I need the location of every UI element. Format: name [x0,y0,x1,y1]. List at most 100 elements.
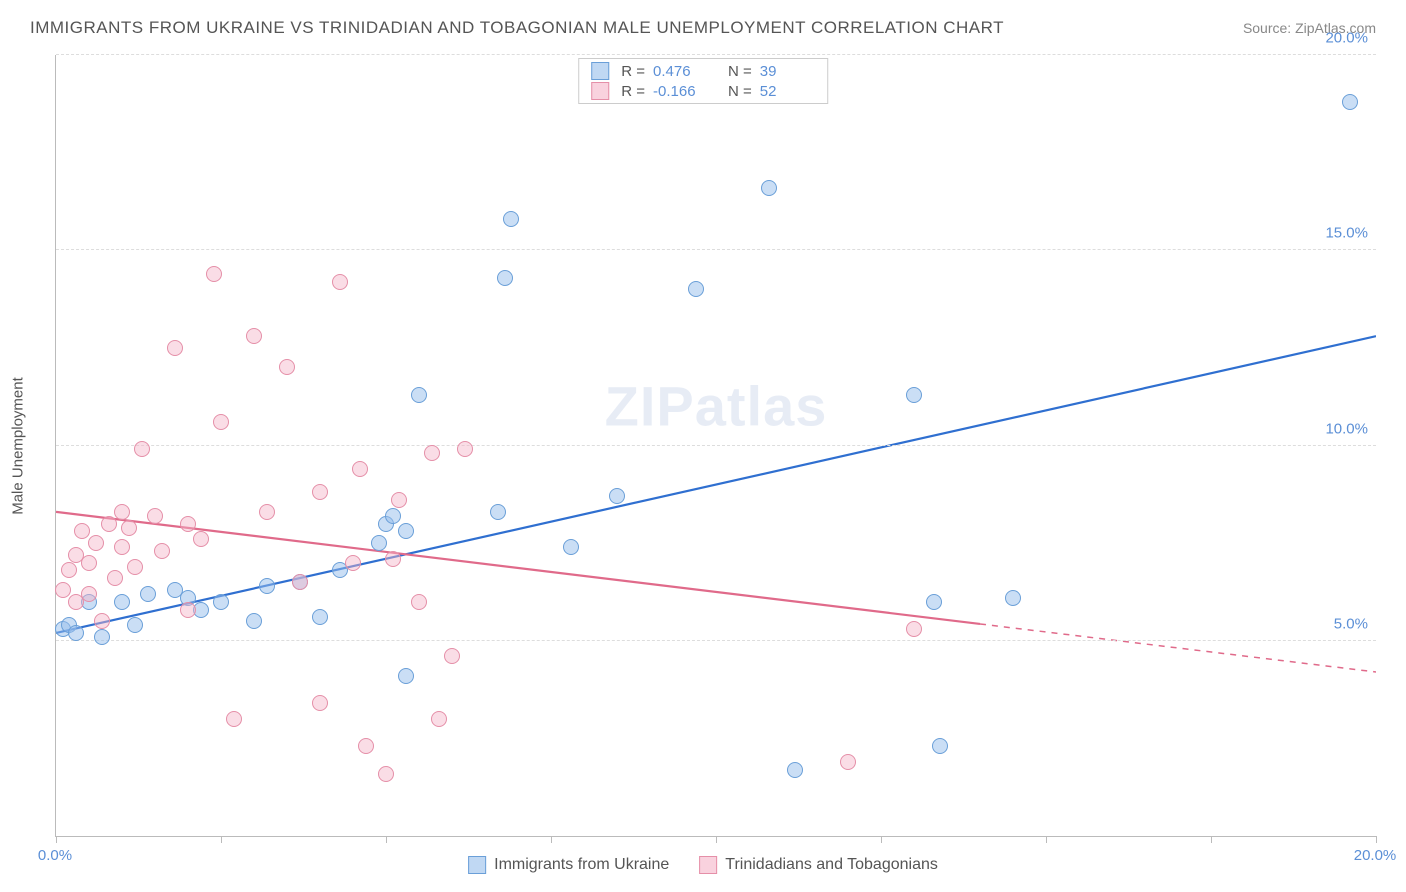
source-prefix: Source: [1243,20,1295,36]
chart-plot-area: ZIPatlas 5.0%10.0%15.0%20.0% [55,55,1376,837]
data-point-trinidad [107,570,123,586]
data-point-ukraine [688,281,704,297]
data-point-trinidad [279,359,295,375]
data-point-trinidad [213,414,229,430]
data-point-trinidad [431,711,447,727]
data-point-trinidad [55,582,71,598]
series-legend: Immigrants from Ukraine Trinidadians and… [468,856,938,874]
r-label: R = [621,83,645,100]
data-point-trinidad [246,328,262,344]
gridline [56,54,1376,55]
y-tick-label: 15.0% [1325,225,1368,242]
x-tick-label: 0.0% [38,847,72,864]
data-point-trinidad [101,516,117,532]
data-point-trinidad [411,594,427,610]
swatch-pink [591,82,609,100]
data-point-trinidad [345,555,361,571]
data-point-trinidad [292,574,308,590]
n-value-trinidad: 52 [760,83,815,100]
data-point-trinidad [74,523,90,539]
data-point-trinidad [226,711,242,727]
data-point-ukraine [563,539,579,555]
data-point-trinidad [206,266,222,282]
data-point-trinidad [88,535,104,551]
data-point-ukraine [127,617,143,633]
data-point-trinidad [147,508,163,524]
n-value-ukraine: 39 [760,63,815,80]
x-tick [1211,836,1212,843]
x-tick [1046,836,1047,843]
y-tick-label: 5.0% [1334,615,1368,632]
data-point-trinidad [81,586,97,602]
data-point-trinidad [94,613,110,629]
data-point-trinidad [167,340,183,356]
data-point-trinidad [385,551,401,567]
data-point-ukraine [906,387,922,403]
data-point-ukraine [1342,94,1358,110]
data-point-ukraine [497,270,513,286]
regression-line-ukraine [56,336,1376,633]
data-point-ukraine [609,488,625,504]
data-point-ukraine [140,586,156,602]
x-tick [56,836,57,843]
swatch-pink [699,856,717,874]
data-point-trinidad [391,492,407,508]
watermark: ZIPatlas [605,374,828,439]
data-point-trinidad [81,555,97,571]
data-point-trinidad [154,543,170,559]
swatch-blue [468,856,486,874]
data-point-ukraine [246,613,262,629]
x-tick [221,836,222,843]
data-point-trinidad [193,531,209,547]
x-tick [881,836,882,843]
x-tick [551,836,552,843]
data-point-trinidad [312,484,328,500]
data-point-ukraine [259,578,275,594]
x-tick [1376,836,1377,843]
legend-item-ukraine: Immigrants from Ukraine [468,856,669,874]
regression-lines-layer [56,55,1376,836]
r-value-trinidad: -0.166 [653,83,708,100]
data-point-trinidad [906,621,922,637]
data-point-ukraine [94,629,110,645]
data-point-ukraine [787,762,803,778]
swatch-blue [591,62,609,80]
x-tick [716,836,717,843]
data-point-trinidad [114,539,130,555]
gridline [56,445,1376,446]
data-point-ukraine [411,387,427,403]
data-point-trinidad [312,695,328,711]
data-point-trinidad [114,504,130,520]
gridline [56,249,1376,250]
r-label: R = [621,63,645,80]
data-point-ukraine [312,609,328,625]
data-point-ukraine [503,211,519,227]
data-point-trinidad [444,648,460,664]
data-point-ukraine [398,668,414,684]
data-point-ukraine [68,625,84,641]
data-point-ukraine [371,535,387,551]
data-point-trinidad [352,461,368,477]
data-point-trinidad [358,738,374,754]
legend-label-ukraine: Immigrants from Ukraine [494,856,669,874]
stats-row-trinidad: R = -0.166 N = 52 [579,81,827,101]
data-point-trinidad [378,766,394,782]
data-point-trinidad [127,559,143,575]
data-point-trinidad [332,274,348,290]
gridline [56,640,1376,641]
regression-line-trinidad-extrapolated [980,624,1376,672]
data-point-ukraine [761,180,777,196]
data-point-ukraine [213,594,229,610]
y-tick-label: 10.0% [1325,420,1368,437]
data-point-ukraine [1005,590,1021,606]
n-label: N = [728,63,752,80]
stats-row-ukraine: R = 0.476 N = 39 [579,61,827,81]
data-point-trinidad [457,441,473,457]
n-label: N = [728,83,752,100]
data-point-ukraine [398,523,414,539]
data-point-trinidad [259,504,275,520]
data-point-ukraine [490,504,506,520]
data-point-trinidad [840,754,856,770]
data-point-trinidad [121,520,137,536]
stats-legend: R = 0.476 N = 39 R = -0.166 N = 52 [578,58,828,104]
